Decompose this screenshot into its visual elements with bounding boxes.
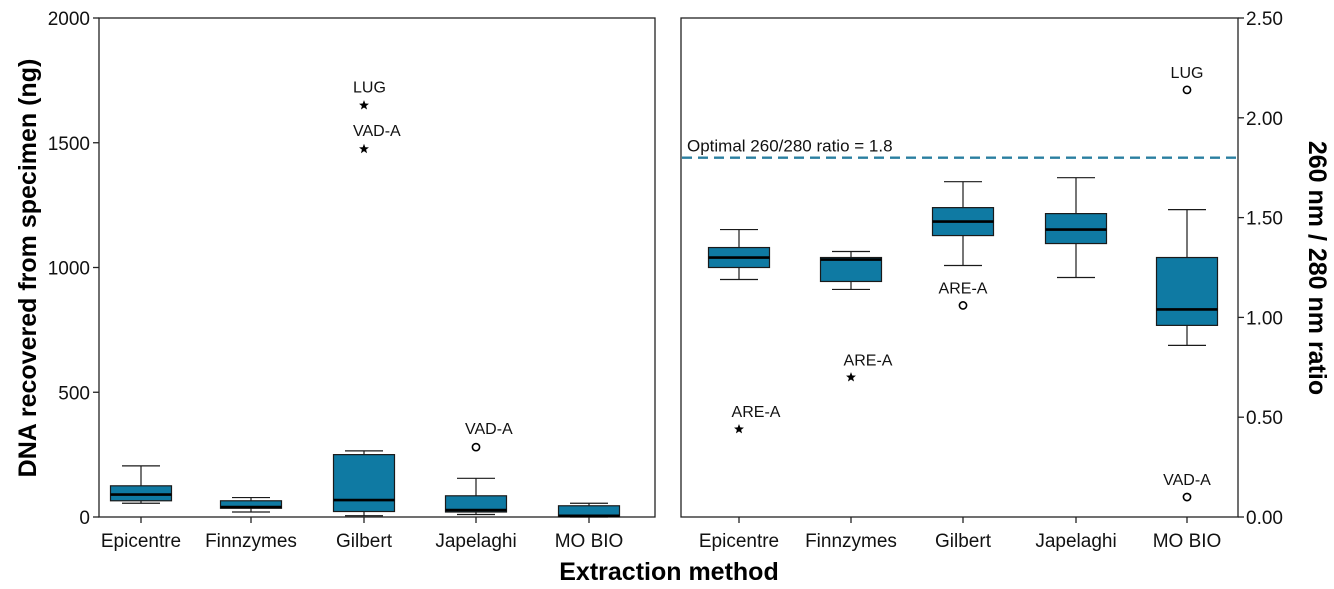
right-y-axis-title: 260 nm / 280 nm ratio [1303,141,1331,395]
right-y-tick-label: 2.00 [1246,109,1283,130]
outlier-label: LUG [1171,65,1204,82]
right-plot-frame [680,17,1239,518]
outlier-circle-marker [1182,492,1192,502]
outlier-star-marker [359,143,369,154]
left-y-axis-title: DNA recovered from specimen (ng) [14,59,42,478]
x-tick-label-mo-bio: MO BIO [1153,531,1222,552]
outlier-label: ARE-A [939,280,988,297]
right-y-tick-label: 0.50 [1246,408,1283,429]
outlier-label: VAD-A [1163,472,1211,489]
outlier-star-marker [359,100,369,110]
x-tick-label-japelaghi: Japelaghi [1035,531,1116,552]
box-gilbert [332,450,396,517]
left-y-tick-label: 0 [79,508,90,529]
left-y-tick-label: 1000 [48,259,90,280]
outlier-label: ARE-A [732,404,781,421]
left-y-tick-label: 2000 [48,9,90,30]
x-tick-label-gilbert: Gilbert [935,531,992,552]
x-tick-label-japelaghi: Japelaghi [435,531,516,552]
left-y-tick-label: 500 [58,383,90,404]
outlier-label: LUG [353,79,386,96]
outlier-label: VAD-A [353,123,401,140]
interquartile-box [444,495,508,513]
right-y-tick-label: 1.50 [1246,209,1283,230]
box-mo-bio [557,502,621,518]
outlier-star-marker [846,372,856,382]
x-tick-label-mo-bio: MO BIO [555,531,624,552]
outlier-circle-marker [1182,85,1192,95]
left-y-tick-label: 1500 [48,134,90,155]
interquartile-box [819,256,883,283]
box-gilbert [931,181,995,267]
right-panel: 0.00 0.50 1.00 1.50 2.00 2.50 Epicentre Finnzym… [682,9,1283,552]
x-axis-title: Extraction method [559,558,778,586]
box-finnzymes [819,250,883,291]
box-japelaghi [1044,177,1108,279]
interquartile-box [1155,256,1219,326]
outlier-circle-marker [471,442,481,452]
x-tick-label-epicentre: Epicentre [101,531,181,552]
box-japelaghi [444,477,508,516]
outlier-label: ARE-A [844,352,893,369]
outlier-label: VAD-A [465,421,513,438]
x-tick-label-finnzymes: Finnzymes [805,531,897,552]
x-tick-label-epicentre: Epicentre [699,531,779,552]
right-y-tick-label: 0.00 [1246,508,1283,529]
right-y-tick-label: 1.00 [1246,308,1283,329]
outlier-circle-marker [958,301,968,310]
box-epicentre [707,228,771,281]
box-epicentre [109,465,173,504]
outlier-star-marker [734,423,744,434]
x-tick-label-finnzymes: Finnzymes [205,531,297,552]
box-mo-bio [1155,209,1219,346]
interquartile-box [332,454,396,513]
left-panel: 0 500 1000 1500 2000 Epicentre Finnzymes Gilber… [48,9,624,552]
box-finnzymes [219,496,283,513]
optimal-ratio-label: Optimal 260/280 ratio = 1.8 [687,137,893,156]
x-tick-label-gilbert: Gilbert [336,531,393,552]
right-y-tick-label: 2.50 [1246,9,1283,30]
